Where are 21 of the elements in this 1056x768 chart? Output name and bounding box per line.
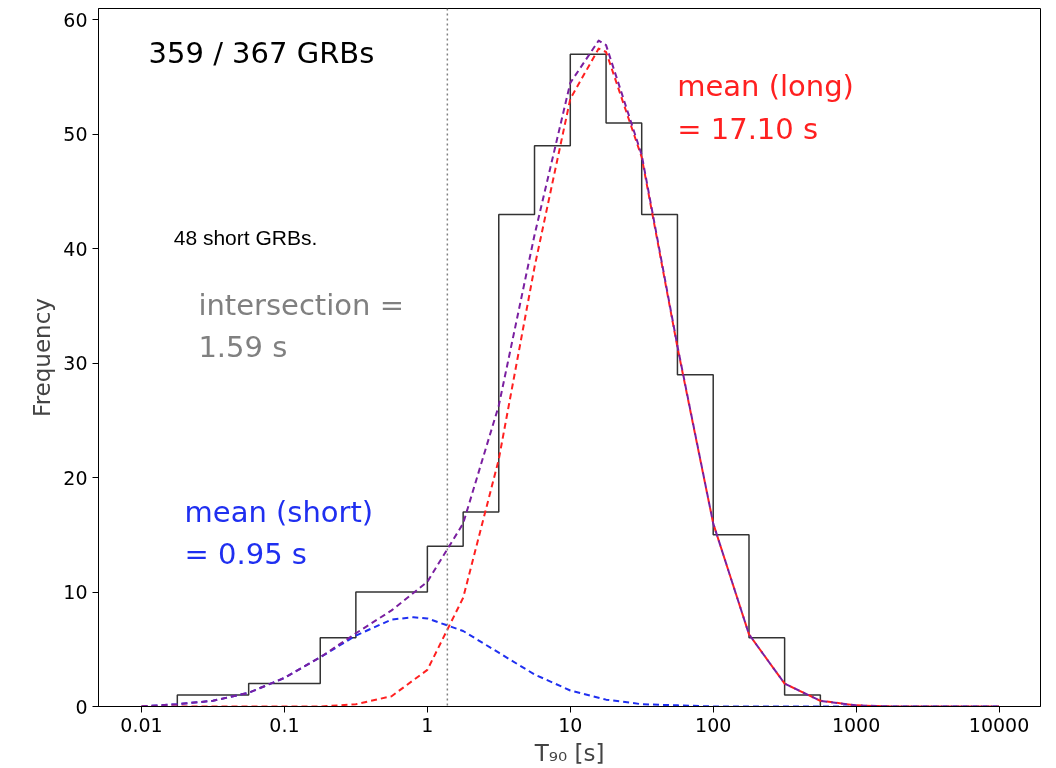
y-tick-label: 10: [63, 581, 88, 604]
annotation: intersection = 1.59 s: [198, 287, 404, 365]
x-tick-label: 0.01: [120, 713, 163, 736]
x-tick-label: 100: [695, 713, 732, 736]
y-tick-label: 0: [75, 695, 88, 718]
y-tick-label: 60: [63, 8, 88, 31]
annotation: mean (long) = 17.10 s: [677, 69, 854, 146]
x-tick-label: 0.1: [269, 713, 300, 736]
x-tick-label: 10: [558, 713, 583, 736]
y-tick-label: 50: [63, 123, 88, 146]
annotation: 359 / 367 GRBs: [148, 35, 375, 70]
y-axis-title: Frequency: [29, 298, 56, 417]
x-tick-label: 10000: [968, 713, 1030, 736]
x-axis-title: T₉₀ [s]: [533, 739, 605, 766]
y-tick-label: 30: [63, 352, 88, 375]
y-tick-label: 40: [63, 237, 88, 260]
x-tick-label: 1: [421, 713, 434, 736]
annotation: mean (short) = 0.95 s: [184, 494, 374, 572]
x-tick-label: 1000: [831, 713, 881, 736]
y-tick-label: 20: [63, 466, 88, 489]
annotation: 48 short GRBs.: [173, 225, 318, 249]
